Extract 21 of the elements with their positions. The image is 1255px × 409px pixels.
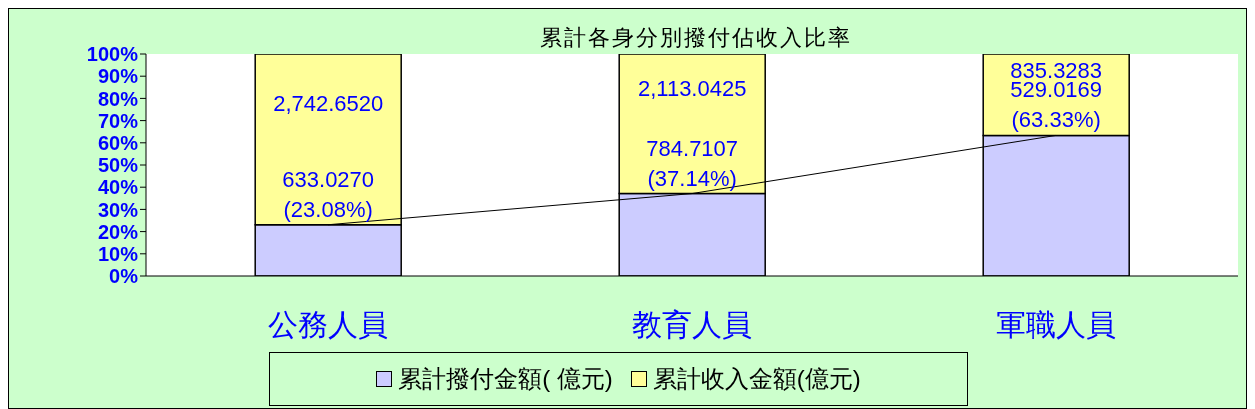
y-tick-label: 0%	[109, 265, 139, 288]
y-tick-label: 10%	[97, 242, 139, 265]
y-tick-label: 20%	[97, 220, 139, 243]
y-tick-label: 100%	[86, 43, 139, 66]
y-tick-label: 40%	[97, 176, 139, 199]
y-tick-label: 30%	[97, 198, 139, 221]
annotation: 2,742.6520	[273, 91, 384, 117]
y-tick-label: 80%	[97, 87, 139, 110]
data-label: 633.0270 (23.08%)	[282, 166, 375, 222]
x-tick-label: 教育人員	[632, 308, 752, 342]
y-tick-label: 90%	[97, 65, 139, 88]
y-tick-label: 60%	[97, 131, 139, 154]
data-label: 784.7107 (37.14%)	[646, 135, 739, 191]
chart-title: 累計各身分別撥付佔收入比率	[539, 24, 853, 52]
x-tick-label: 公務人員	[268, 308, 388, 342]
y-tick-label: 70%	[97, 109, 139, 132]
legend-label: 累計撥付金額( 億元)	[398, 364, 613, 394]
annotation: 2,113.0425	[637, 75, 747, 101]
legend-label: 累計收入金額(億元)	[652, 364, 861, 394]
x-tick-label: 軍職人員	[996, 308, 1116, 342]
y-tick-label: 50%	[97, 154, 139, 177]
